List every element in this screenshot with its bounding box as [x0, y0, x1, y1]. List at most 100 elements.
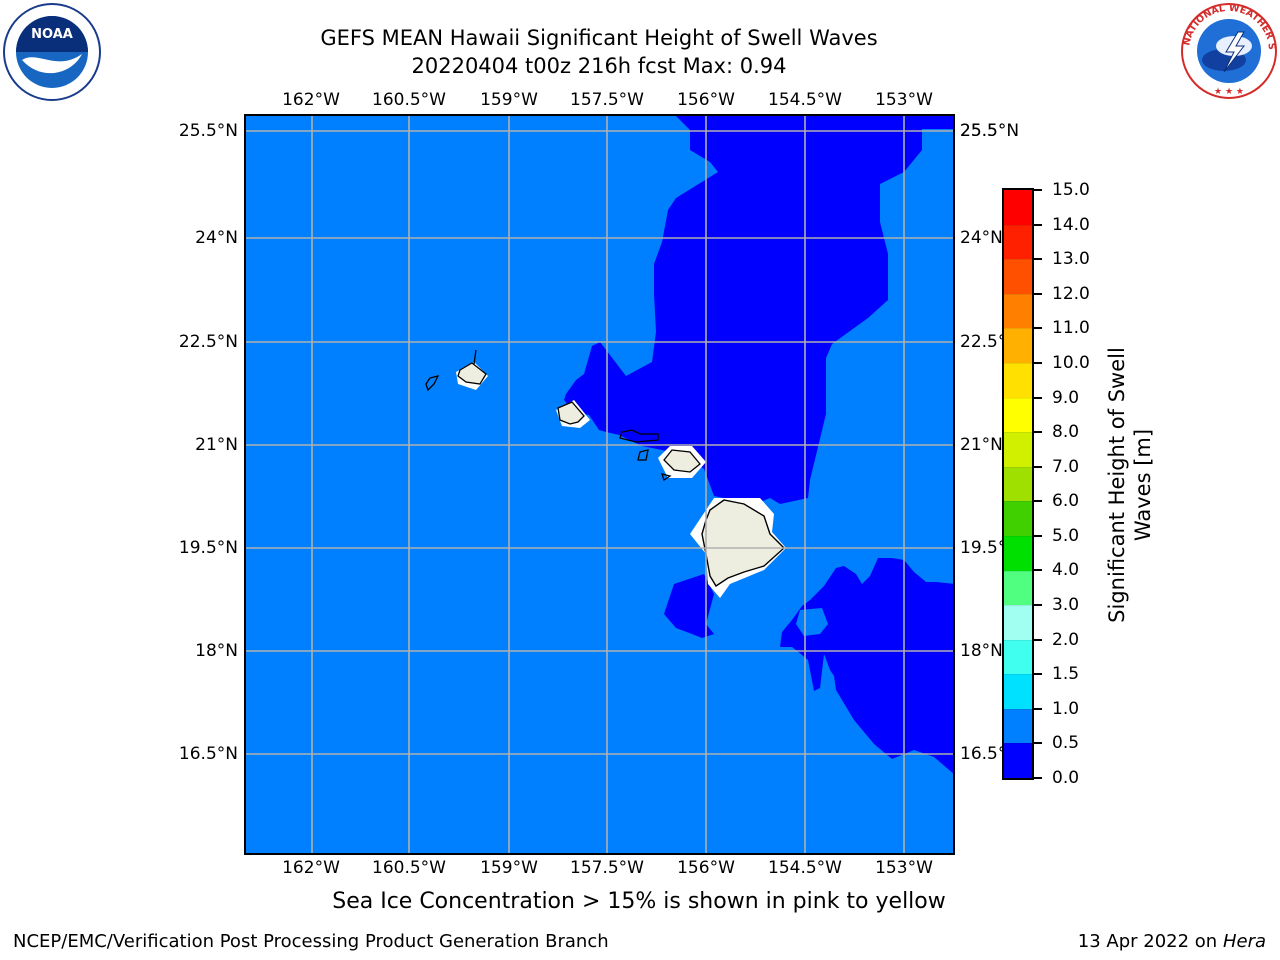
colorbar-segment	[1004, 743, 1032, 778]
colorbar-tick-label: 14.0	[1052, 214, 1090, 235]
colorbar-tick-mark	[1034, 500, 1042, 503]
lat-label-right: 25.5°N	[960, 121, 1002, 141]
lon-label-top: 156°W	[677, 90, 735, 110]
colorbar-segment	[1004, 535, 1032, 571]
lon-label-bottom: 160.5°W	[372, 858, 446, 878]
colorbar-tick-mark	[1034, 327, 1042, 330]
colorbar-tick-mark	[1034, 258, 1042, 261]
colorbar-tick-label: 1.5	[1052, 664, 1080, 685]
lon-label-top: 153°W	[875, 90, 933, 110]
colorbar-tick-mark	[1034, 604, 1042, 607]
colorbar-tick-label: 5.0	[1052, 525, 1080, 546]
colorbar-tick-mark	[1034, 638, 1042, 641]
lat-label-left: 19.5°N	[178, 538, 238, 558]
colorbar-segment	[1004, 605, 1032, 640]
graticule	[244, 114, 955, 855]
colorbar-segment	[1004, 708, 1032, 744]
colorbar-tick-mark	[1034, 569, 1042, 572]
island-molokai	[619, 429, 659, 443]
colorbar-tick-label: 11.0	[1052, 318, 1090, 339]
lat-label-right: 16.5°N	[960, 744, 1002, 764]
lat-label-right-top: 25.5°N	[960, 121, 1020, 141]
lat-label-left: 25.5°N	[178, 121, 238, 141]
sea-ice-note: Sea Ice Concentration > 15% is shown in …	[332, 889, 946, 914]
colorbar-tick-mark	[1034, 361, 1042, 364]
svg-text:★ ★ ★: ★ ★ ★	[1214, 87, 1244, 97]
lon-label-top: 154.5°W	[768, 90, 842, 110]
footer-machine: Hera	[1222, 931, 1266, 952]
colorbar-tick-mark	[1034, 673, 1042, 676]
lat-labels-right-clip: 25.5°N 24°N 22.5°N 21°N 19.5°N 18°N 16.5…	[958, 114, 1002, 855]
swell-bin-00-05-bigisland	[664, 574, 714, 638]
island-kauai	[456, 349, 488, 390]
colorbar-tick-mark	[1034, 465, 1042, 468]
colorbar-tick-mark	[1034, 742, 1042, 745]
colorbar-tick-mark	[1034, 431, 1042, 434]
colorbar-tick-label: 4.0	[1052, 560, 1080, 581]
footer-date: 13 Apr 2022 on Hera	[1078, 931, 1266, 952]
noaa-logo-text: NOAA	[31, 27, 73, 42]
chart-title: GEFS MEAN Hawaii Significant Height of S…	[320, 26, 878, 50]
colorbar-tick-mark	[1034, 189, 1042, 191]
lon-label-top: 159°W	[480, 90, 538, 110]
map-frame	[244, 114, 955, 855]
lon-label-bottom: 157.5°W	[570, 858, 644, 878]
colorbar-tick-mark	[1034, 777, 1042, 779]
colorbar-tick-label: 13.0	[1052, 249, 1090, 270]
swell-bin-00-05-north	[564, 114, 955, 504]
colorbar-segment	[1004, 224, 1032, 260]
lat-label-right: 24°N	[960, 228, 1002, 248]
lat-label-left: 21°N	[195, 435, 238, 455]
map-plot	[244, 114, 955, 855]
lon-label-top: 160.5°W	[372, 90, 446, 110]
island-maui	[637, 446, 706, 482]
colorbar-segment	[1004, 501, 1032, 536]
lon-label-bottom: 162°W	[282, 858, 340, 878]
colorbar-segment	[1004, 466, 1032, 502]
lon-label-top: 162°W	[282, 90, 340, 110]
lat-label-left: 18°N	[195, 641, 238, 661]
lat-label-left: 16.5°N	[178, 744, 238, 764]
colorbar-tick-label: 0.0	[1052, 768, 1080, 788]
colorbar-segment	[1004, 639, 1032, 675]
lon-label-bottom: 153°W	[875, 858, 933, 878]
lat-label-right: 19.5°N	[960, 538, 1002, 558]
colorbar-tick-mark	[1034, 707, 1042, 710]
colorbar-tick-mark	[1034, 292, 1042, 295]
colorbar-label: Significant Height of Swell Waves [m]	[1105, 347, 1155, 623]
colorbar-segment	[1004, 674, 1032, 709]
lon-label-bottom: 156°W	[677, 858, 735, 878]
colorbar-segment	[1004, 363, 1032, 398]
colorbar-segment	[1004, 432, 1032, 467]
colorbar-segment	[1004, 570, 1032, 606]
colorbar-segment	[1004, 259, 1032, 294]
colorbar-tick-mark	[1034, 396, 1042, 399]
colorbar-tick-label: 8.0	[1052, 422, 1080, 443]
colorbar-segment	[1004, 397, 1032, 433]
colorbar-tick-label: 0.5	[1052, 733, 1080, 754]
island-oahu	[556, 400, 590, 428]
colorbar-tick-label: 6.0	[1052, 491, 1080, 512]
colorbar-tick-mark	[1034, 534, 1042, 537]
footer-credit: NCEP/EMC/Verification Post Processing Pr…	[13, 931, 609, 952]
colorbar-tick-label: 10.0	[1052, 352, 1090, 373]
lon-label-top: 157.5°W	[570, 90, 644, 110]
swell-bin-05-10-patch	[796, 608, 828, 636]
colorbar-segment	[1004, 328, 1032, 364]
colorbar-tick-label: 1.0	[1052, 698, 1080, 719]
colorbar-tick-label: 2.0	[1052, 629, 1080, 650]
footer-date-text: 13 Apr 2022 on	[1077, 931, 1223, 952]
nws-logo-icon: NATIONAL WEATHER SERVICE ★ ★ ★	[1176, 0, 1278, 100]
lon-label-bottom: 154.5°W	[768, 858, 842, 878]
colorbar-segment	[1004, 293, 1032, 329]
lat-label-right: 18°N	[960, 641, 1002, 661]
lat-label-left: 24°N	[195, 228, 238, 248]
lat-label-right: 21°N	[960, 435, 1002, 455]
colorbar-tick-label: 7.0	[1052, 456, 1080, 477]
colorbar-tick-label: 12.0	[1052, 283, 1090, 304]
colorbar	[1002, 188, 1034, 780]
island-niihau	[425, 375, 440, 392]
colorbar-tick-label: 9.0	[1052, 387, 1080, 408]
colorbar-tick-mark	[1034, 223, 1042, 226]
chart-subtitle: 20220404 t00z 216h fcst Max: 0.94	[411, 54, 787, 78]
